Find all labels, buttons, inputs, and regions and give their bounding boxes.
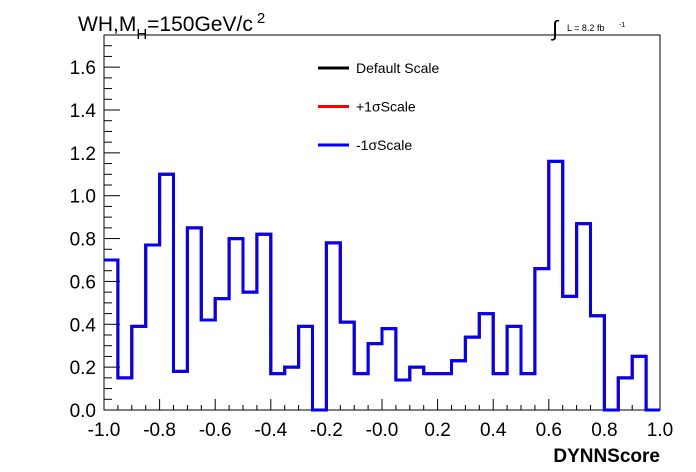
- y-tick-labels: 0.0 0.2 0.4 0.6 0.8 1.0 1.2 1.4 1.6: [70, 58, 97, 422]
- y-tick-label: 0.0: [70, 401, 96, 422]
- title-superscript: 2: [257, 10, 265, 27]
- x-axis-ticks: [103, 399, 661, 410]
- title-rest: =150GeV/c: [147, 13, 253, 36]
- x-tick-label: 0.2: [424, 420, 450, 441]
- title-subscript: H: [136, 26, 147, 43]
- x-tick-label: 0.4: [480, 420, 507, 441]
- y-tick-label: 0.8: [70, 230, 96, 251]
- y-tick-label: 0.4: [70, 315, 97, 336]
- y-tick-label: 0.2: [70, 358, 96, 379]
- x-tick-label: 1.0: [647, 420, 673, 441]
- legend-label-0: Default Scale: [356, 60, 439, 76]
- lumi-superscript: -1: [619, 22, 625, 29]
- x-tick-label: -0.8: [143, 420, 176, 441]
- y-tick-label: 1.4: [70, 101, 97, 122]
- series-layer: [104, 159, 660, 412]
- x-tick-label: 0.6: [536, 420, 562, 441]
- y-tick-label: 0.6: [70, 272, 96, 293]
- x-tick-label: -0.4: [254, 420, 287, 441]
- x-tick-labels: -1.0 -0.8 -0.6 -0.4 -0.2 -0.0 0.2 0.4 0.6 0.8 1.0: [88, 420, 674, 441]
- x-axis-label: DYNNScore: [553, 446, 660, 467]
- series-line-2: [104, 159, 660, 412]
- x-tick-label: -0.2: [310, 420, 343, 441]
- y-tick-label: 1.0: [70, 187, 96, 208]
- y-tick-label: 1.2: [70, 144, 96, 165]
- integral-sign: ∫: [550, 16, 560, 41]
- title-main: WH,M: [78, 13, 136, 36]
- x-tick-label: -1.0: [88, 420, 121, 441]
- x-tick-label: -0.6: [199, 420, 232, 441]
- chart-title: WH,MH=150GeV/c 2: [78, 10, 265, 43]
- lumi-text: L = 8.2 fb: [567, 23, 604, 33]
- y-tick-label: 1.6: [70, 58, 96, 79]
- y-axis-ticks: [104, 34, 120, 411]
- x-tick-label: -0.0: [366, 420, 399, 441]
- legend: Default Scale +1σScale -1σScale: [318, 60, 439, 153]
- legend-label-1: +1σScale: [356, 99, 416, 115]
- legend-label-2: -1σScale: [356, 137, 412, 153]
- luminosity-label: ∫ L = 8.2 fb -1: [550, 16, 625, 41]
- x-tick-label: 0.8: [591, 420, 617, 441]
